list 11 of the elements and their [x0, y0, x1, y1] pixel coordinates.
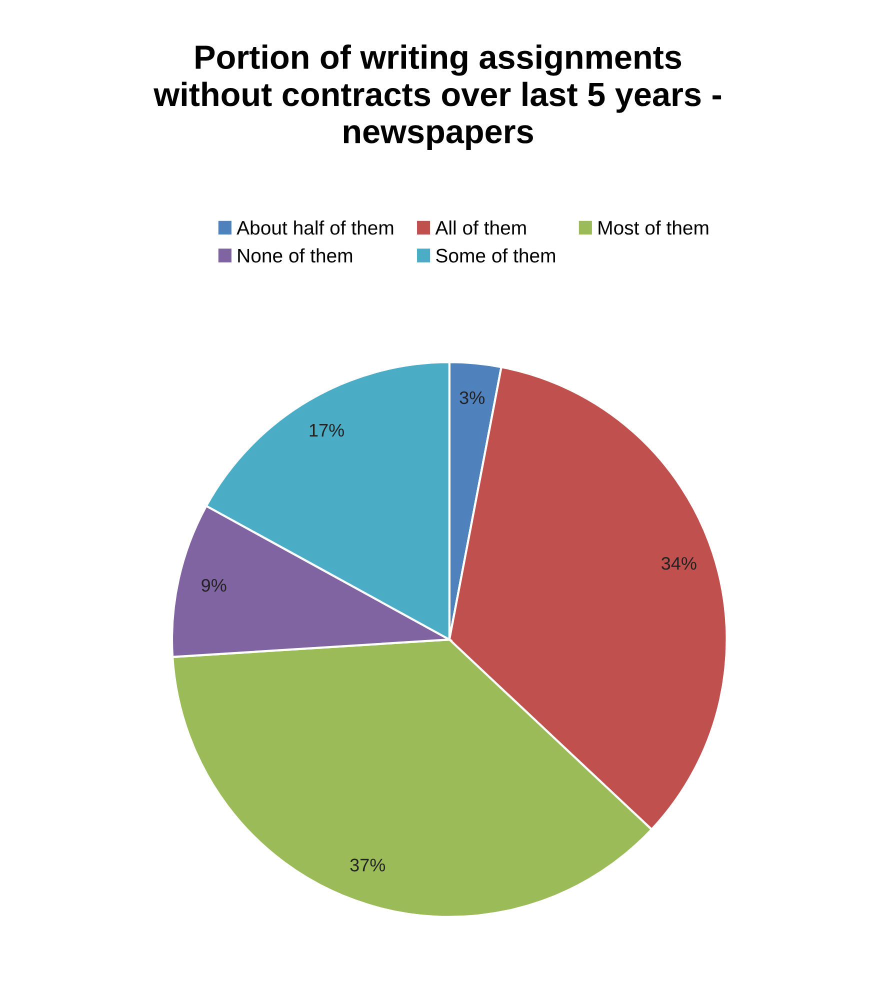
legend-label: Some of them [436, 248, 555, 263]
data-label: 3% [460, 391, 485, 404]
chart-title: Portion of writing assignments without contracts over last 5 years - newspapers [154, 44, 722, 150]
legend-label: Most of them [598, 220, 708, 235]
legend-label: None of them [238, 248, 352, 263]
data-label: 37% [350, 858, 386, 872]
data-label: 17% [310, 424, 344, 437]
legend-label: About half of them [236, 220, 394, 235]
data-label: 34% [662, 557, 696, 570]
data-label: 9% [202, 578, 226, 592]
legend-label: All of them [435, 220, 526, 235]
